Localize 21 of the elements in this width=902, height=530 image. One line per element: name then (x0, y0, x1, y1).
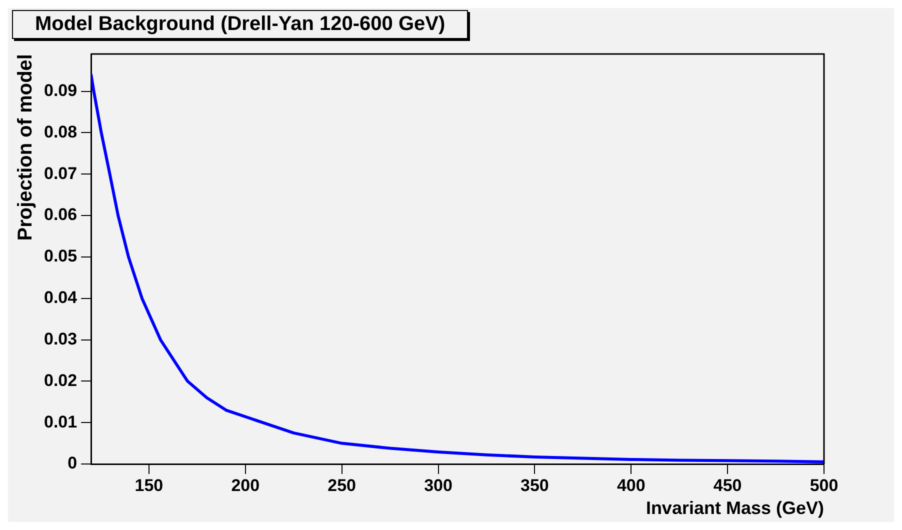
y-tick-label: 0.09 (44, 80, 78, 100)
y-tick-label: 0.08 (44, 122, 78, 142)
x-tick-label: 350 (520, 476, 549, 495)
y-tick-label: 0.04 (44, 288, 78, 308)
x-tick-label: 250 (328, 476, 356, 495)
x-tick-label: 450 (713, 476, 742, 495)
chart-title: Model Background (Drell-Yan 120-600 GeV) (12, 10, 468, 39)
y-tick-label: 0.05 (44, 246, 78, 266)
y-tick-label: 0.06 (44, 205, 78, 224)
y-tick-label: 0.01 (44, 412, 78, 432)
x-tick-label: 400 (616, 476, 646, 495)
x-tick-label: 500 (810, 476, 838, 495)
y-tick-label: 0 (68, 454, 78, 473)
x-tick-label: 150 (134, 476, 164, 495)
y-tick-label: 0.07 (44, 164, 78, 183)
x-tick-label: 300 (424, 476, 452, 495)
y-tick-label: 0.03 (44, 329, 78, 348)
y-axis-title: Projection of model (14, 54, 37, 241)
x-tick-label: 200 (231, 476, 260, 495)
y-tick-label: 0.02 (44, 370, 78, 390)
x-axis-title: Invariant Mass (GeV) (646, 498, 824, 518)
